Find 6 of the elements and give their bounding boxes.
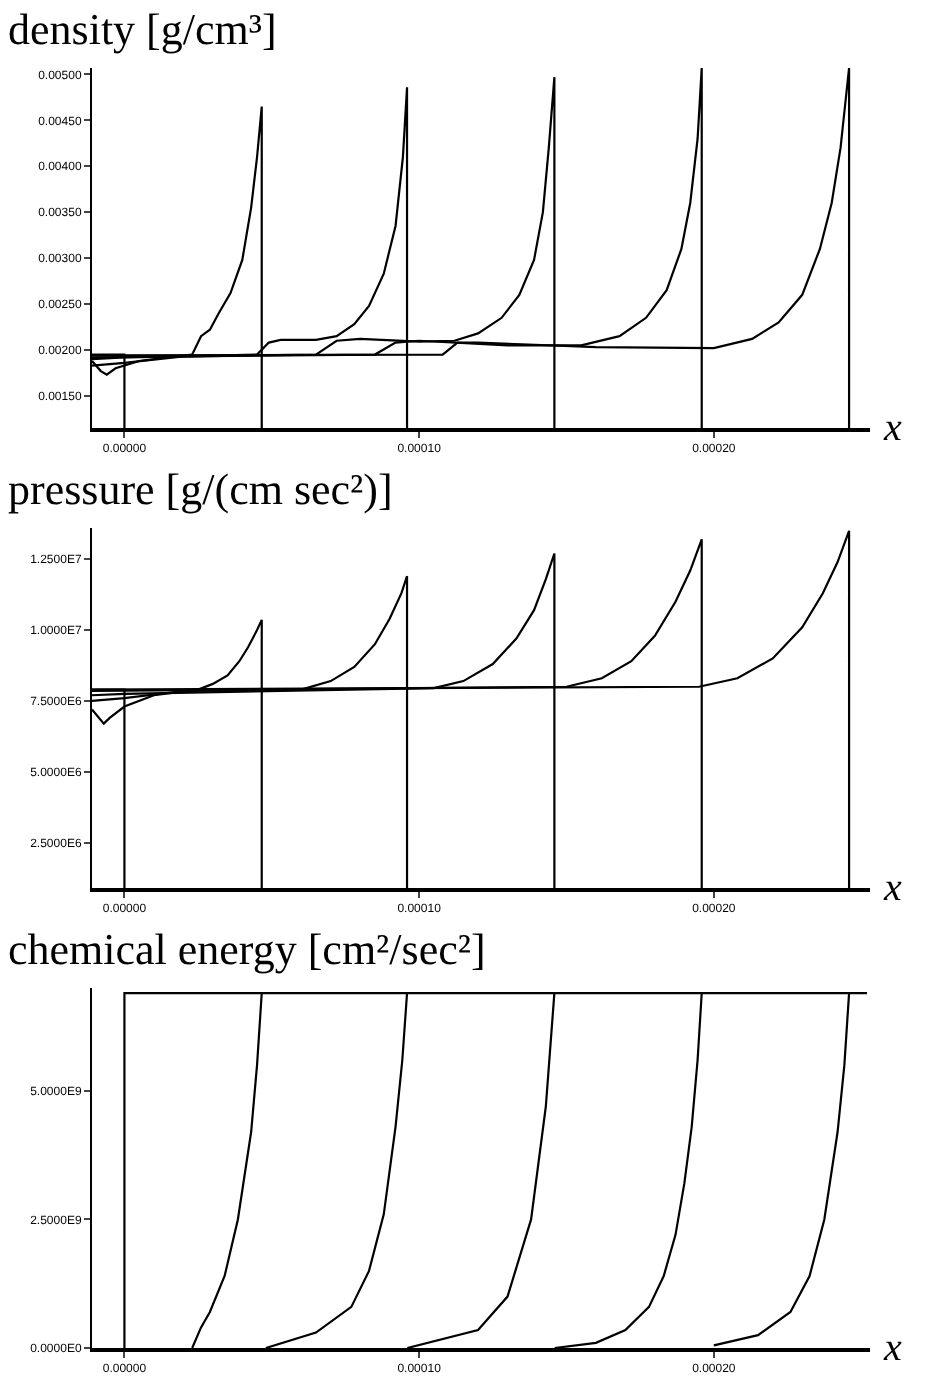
x-axis-title: x — [882, 1326, 902, 1370]
chart-title: chemical energy [cm²/sec²] — [6, 922, 488, 978]
x-axis-title: x — [882, 866, 902, 910]
chart-title: pressure [g/(cm sec²)] — [6, 462, 395, 518]
x-axis-title: x — [882, 406, 902, 450]
chart-title: density [g/cm³] — [6, 2, 279, 58]
